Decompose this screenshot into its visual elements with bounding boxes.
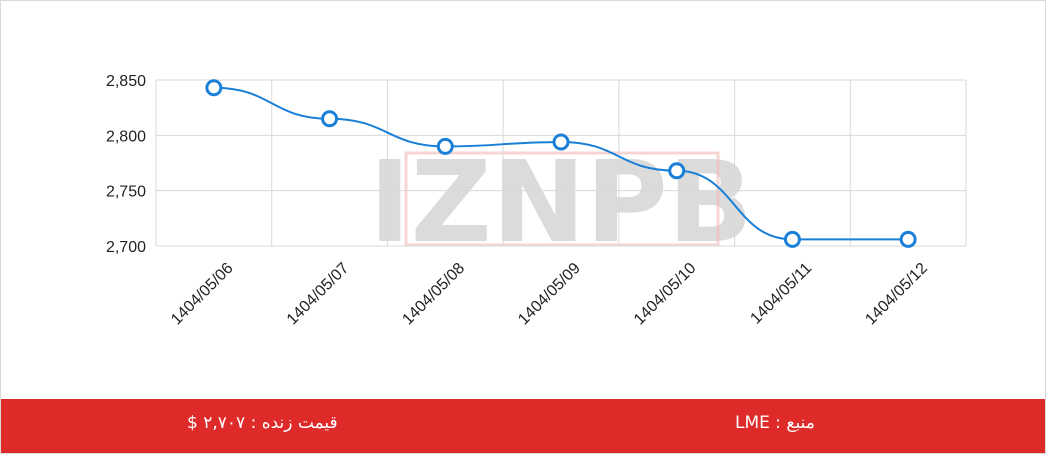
data-point (783, 230, 801, 248)
source-label: منبع : LME (735, 413, 815, 433)
live-price-label: قیمت زنده : ۲,۷۰۷ $ (187, 413, 338, 433)
x-tick-label: 1404/05/10 (631, 260, 700, 329)
data-point (205, 79, 223, 97)
x-axis-ticks: 1404/05/06 1404/05/07 1404/05/08 1404/05/09… (168, 260, 931, 329)
x-tick-label: 1404/05/11 (747, 260, 815, 328)
y-axis-ticks: 2,700 2,750 2,800 2,850 (106, 73, 146, 256)
y-tick-label: 2,750 (106, 184, 146, 201)
data-point (899, 230, 917, 248)
x-tick-label: 1404/05/08 (399, 260, 468, 329)
footer-bar: قیمت زنده : ۲,۷۰۷ $ منبع : LME (1, 399, 1045, 453)
y-tick-label: 2,850 (106, 73, 146, 90)
watermark-frame (404, 151, 720, 247)
data-point (552, 133, 570, 151)
watermark-logo: IZNPB (369, 138, 753, 268)
watermark-text: IZNPB (369, 138, 753, 268)
data-point (436, 137, 454, 155)
x-tick-label: 1404/05/06 (168, 260, 237, 329)
series-points (205, 79, 917, 248)
data-point (321, 110, 339, 128)
x-tick-label: 1404/05/07 (284, 260, 353, 329)
x-tick-label: 1404/05/12 (862, 260, 931, 329)
data-point (668, 162, 686, 180)
y-tick-label: 2,700 (106, 239, 146, 256)
y-tick-label: 2,800 (106, 128, 146, 145)
x-tick-label: 1404/05/09 (515, 260, 584, 329)
